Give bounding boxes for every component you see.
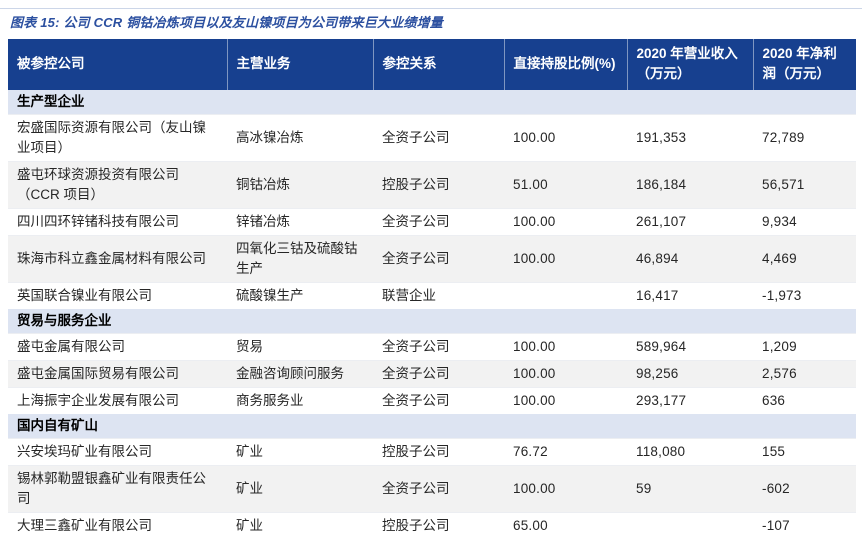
cell-business: 金融咨询顾问服务 [227,360,373,388]
cell-relation: 全资子公司 [373,465,504,513]
cell-business: 锌锗冶炼 [227,208,373,236]
table-row: 宏盛国际资源有限公司（友山镍业项目） 高冰镍冶炼 全资子公司 100.00 191,35… [8,114,856,162]
cell-profit: 4,469 [753,235,856,283]
table-row: 锡林郭勒盟银鑫矿业有限责任公司 矿业 全资子公司 100.00 59 -602 [8,465,856,513]
table-row: 盛屯环球资源投资有限公司（CCR 项目） 铜钴冶炼 控股子公司 51.00 186,18… [8,161,856,209]
cell-business: 商务服务业 [227,387,373,414]
cell-revenue: 46,894 [627,235,753,283]
cell-profit: 2,576 [753,360,856,388]
cell-profit: 1,209 [753,333,856,361]
table-row: 四川四环锌锗科技有限公司 锌锗冶炼 全资子公司 100.00 261,107 9,934 [8,208,856,236]
cell-business: 矿业 [227,438,373,466]
cell-business: 铜钴冶炼 [227,161,373,209]
table-row: 上海振宇企业发展有限公司 商务服务业 全资子公司 100.00 293,177 636 [8,387,856,414]
cell-company: 大理三鑫矿业有限公司 [8,512,227,534]
cell-revenue: 59 [627,465,753,513]
table-section-row: 生产型企业 [8,90,856,115]
cell-company: 兴安埃玛矿业有限公司 [8,438,227,466]
cell-relation: 全资子公司 [373,208,504,236]
cell-holding: 100.00 [504,360,627,388]
table-row: 盛屯金属国际贸易有限公司 金融咨询顾问服务 全资子公司 100.00 98,256 2,5… [8,360,856,388]
table-header: 被参控公司 主营业务 参控关系 直接持股比例(%) 2020 年营业收入（万元）… [8,39,856,90]
cell-business: 贸易 [227,333,373,361]
table-row: 大理三鑫矿业有限公司 矿业 控股子公司 65.00 -107 [8,512,856,534]
col-header-relation: 参控关系 [372,39,504,90]
table-row: 盛屯金属有限公司 贸易 全资子公司 100.00 589,964 1,209 [8,333,856,361]
table-row: 珠海市科立鑫金属材料有限公司 四氧化三钴及硫酸钴生产 全资子公司 100.00 46,8… [8,235,856,283]
cell-revenue [627,512,753,534]
cell-revenue: 589,964 [627,333,753,361]
cell-profit: -602 [753,465,856,513]
cell-company: 盛屯环球资源投资有限公司（CCR 项目） [8,161,227,209]
cell-profit: 72,789 [753,114,856,162]
section-label: 国内自有矿山 [8,414,856,439]
cell-revenue: 186,184 [627,161,753,209]
cell-business: 矿业 [227,465,373,513]
col-header-business: 主营业务 [226,39,373,90]
cell-company: 珠海市科立鑫金属材料有限公司 [8,235,227,283]
cell-company: 宏盛国际资源有限公司（友山镍业项目） [8,114,227,162]
cell-holding: 100.00 [504,387,627,414]
cell-company: 英国联合镍业有限公司 [8,282,227,309]
cell-profit: -1,973 [753,282,856,309]
cell-holding: 100.00 [504,333,627,361]
cell-holding: 100.00 [504,208,627,236]
cell-company: 锡林郭勒盟银鑫矿业有限责任公司 [8,465,227,513]
table-section-row: 国内自有矿山 [8,414,856,439]
cell-revenue: 191,353 [627,114,753,162]
cell-holding: 65.00 [504,512,627,534]
cell-relation: 全资子公司 [373,235,504,283]
cell-company: 上海振宇企业发展有限公司 [8,387,227,414]
cell-revenue: 98,256 [627,360,753,388]
col-header-revenue: 2020 年营业收入（万元） [626,39,753,90]
cell-relation: 全资子公司 [373,360,504,388]
figure-title: 图表 15: 公司 CCR 铜钴冶炼项目以及友山镍项目为公司带来巨大业绩增量 [10,15,444,30]
cell-relation: 全资子公司 [373,387,504,414]
cell-holding: 51.00 [504,161,627,209]
cell-relation: 全资子公司 [373,333,504,361]
cell-profit: 636 [753,387,856,414]
cell-relation: 控股子公司 [373,512,504,534]
cell-profit: -107 [753,512,856,534]
cell-revenue: 261,107 [627,208,753,236]
table-row: 英国联合镍业有限公司 硫酸镍生产 联营企业 16,417 -1,973 [8,282,856,309]
cell-profit: 56,571 [753,161,856,209]
table-row: 兴安埃玛矿业有限公司 矿业 控股子公司 76.72 118,080 155 [8,438,856,466]
cell-revenue: 293,177 [627,387,753,414]
cell-profit: 9,934 [753,208,856,236]
cell-company: 盛屯金属有限公司 [8,333,227,361]
cell-business: 四氧化三钴及硫酸钴生产 [227,235,373,283]
cell-holding: 100.00 [504,235,627,283]
cell-business: 高冰镍冶炼 [227,114,373,162]
cell-profit: 155 [753,438,856,466]
col-header-profit: 2020 年净利润（万元） [752,39,856,90]
section-label: 贸易与服务企业 [8,309,856,334]
cell-relation: 联营企业 [373,282,504,309]
cell-company: 盛屯金属国际贸易有限公司 [8,360,227,388]
col-header-company: 被参控公司 [8,39,227,90]
cell-holding: 100.00 [504,465,627,513]
col-header-holding: 直接持股比例(%) [503,39,627,90]
cell-holding: 76.72 [504,438,627,466]
top-divider [0,8,862,9]
section-label: 生产型企业 [8,90,856,115]
cell-business: 矿业 [227,512,373,534]
cell-holding: 100.00 [504,114,627,162]
cell-relation: 控股子公司 [373,438,504,466]
cell-company: 四川四环锌锗科技有限公司 [8,208,227,236]
cell-relation: 控股子公司 [373,161,504,209]
table-section-row: 贸易与服务企业 [8,309,856,334]
cell-revenue: 118,080 [627,438,753,466]
cell-revenue: 16,417 [627,282,753,309]
cell-business: 硫酸镍生产 [227,282,373,309]
cell-holding [504,282,627,309]
subsidiaries-table: 被参控公司 主营业务 参控关系 直接持股比例(%) 2020 年营业收入（万元）… [8,39,856,534]
cell-relation: 全资子公司 [373,114,504,162]
